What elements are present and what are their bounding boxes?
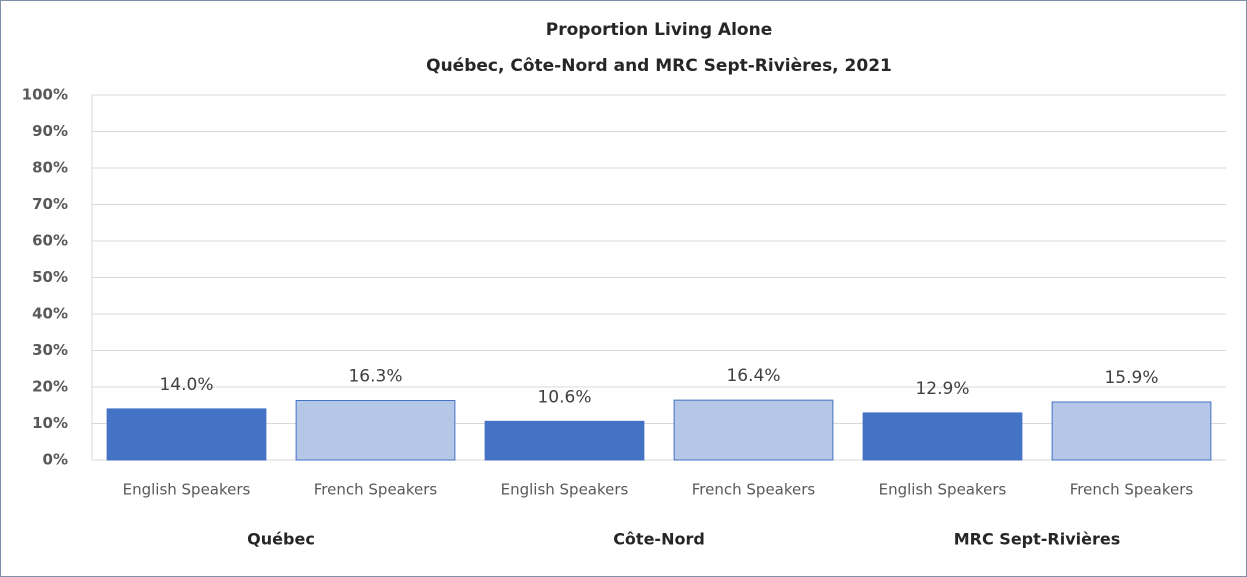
x-tick-label: French Speakers: [692, 481, 816, 499]
chart-title: Proportion Living Alone: [546, 20, 772, 40]
value-label: 16.3%: [348, 367, 402, 387]
y-tick-label: 50%: [32, 268, 68, 286]
x-tick-label: French Speakers: [314, 481, 438, 499]
bar: [673, 399, 834, 461]
x-tick-label: English Speakers: [501, 481, 629, 499]
y-tick-label: 20%: [32, 378, 68, 396]
value-label: 12.9%: [915, 379, 969, 399]
chart-subtitle: Québec, Côte-Nord and MRC Sept-Rivières,…: [426, 56, 892, 76]
y-tick-label: 100%: [22, 86, 68, 104]
y-tick-label: 60%: [32, 232, 68, 250]
x-tick-label: French Speakers: [1070, 481, 1194, 499]
bar: [484, 420, 645, 461]
y-tick-label: 0%: [43, 451, 68, 469]
y-tick-label: 80%: [32, 159, 68, 177]
y-tick-label: 30%: [32, 341, 68, 359]
value-label: 14.0%: [159, 375, 213, 395]
bar: [295, 400, 456, 461]
bar: [862, 412, 1023, 461]
value-label: 16.4%: [726, 366, 780, 386]
group-label: MRC Sept-Rivières: [954, 530, 1121, 549]
x-tick-label: English Speakers: [879, 481, 1007, 499]
y-tick-label: 70%: [32, 195, 68, 213]
value-label: 15.9%: [1104, 368, 1158, 388]
bar: [1051, 401, 1212, 461]
y-tick-label: 40%: [32, 305, 68, 323]
y-tick-label: 90%: [32, 122, 68, 140]
group-label: Québec: [247, 530, 315, 549]
group-label: Côte-Nord: [613, 530, 705, 549]
y-tick-label: 10%: [32, 414, 68, 432]
value-label: 10.6%: [537, 387, 591, 407]
bar: [106, 408, 267, 461]
x-tick-label: English Speakers: [123, 481, 251, 499]
